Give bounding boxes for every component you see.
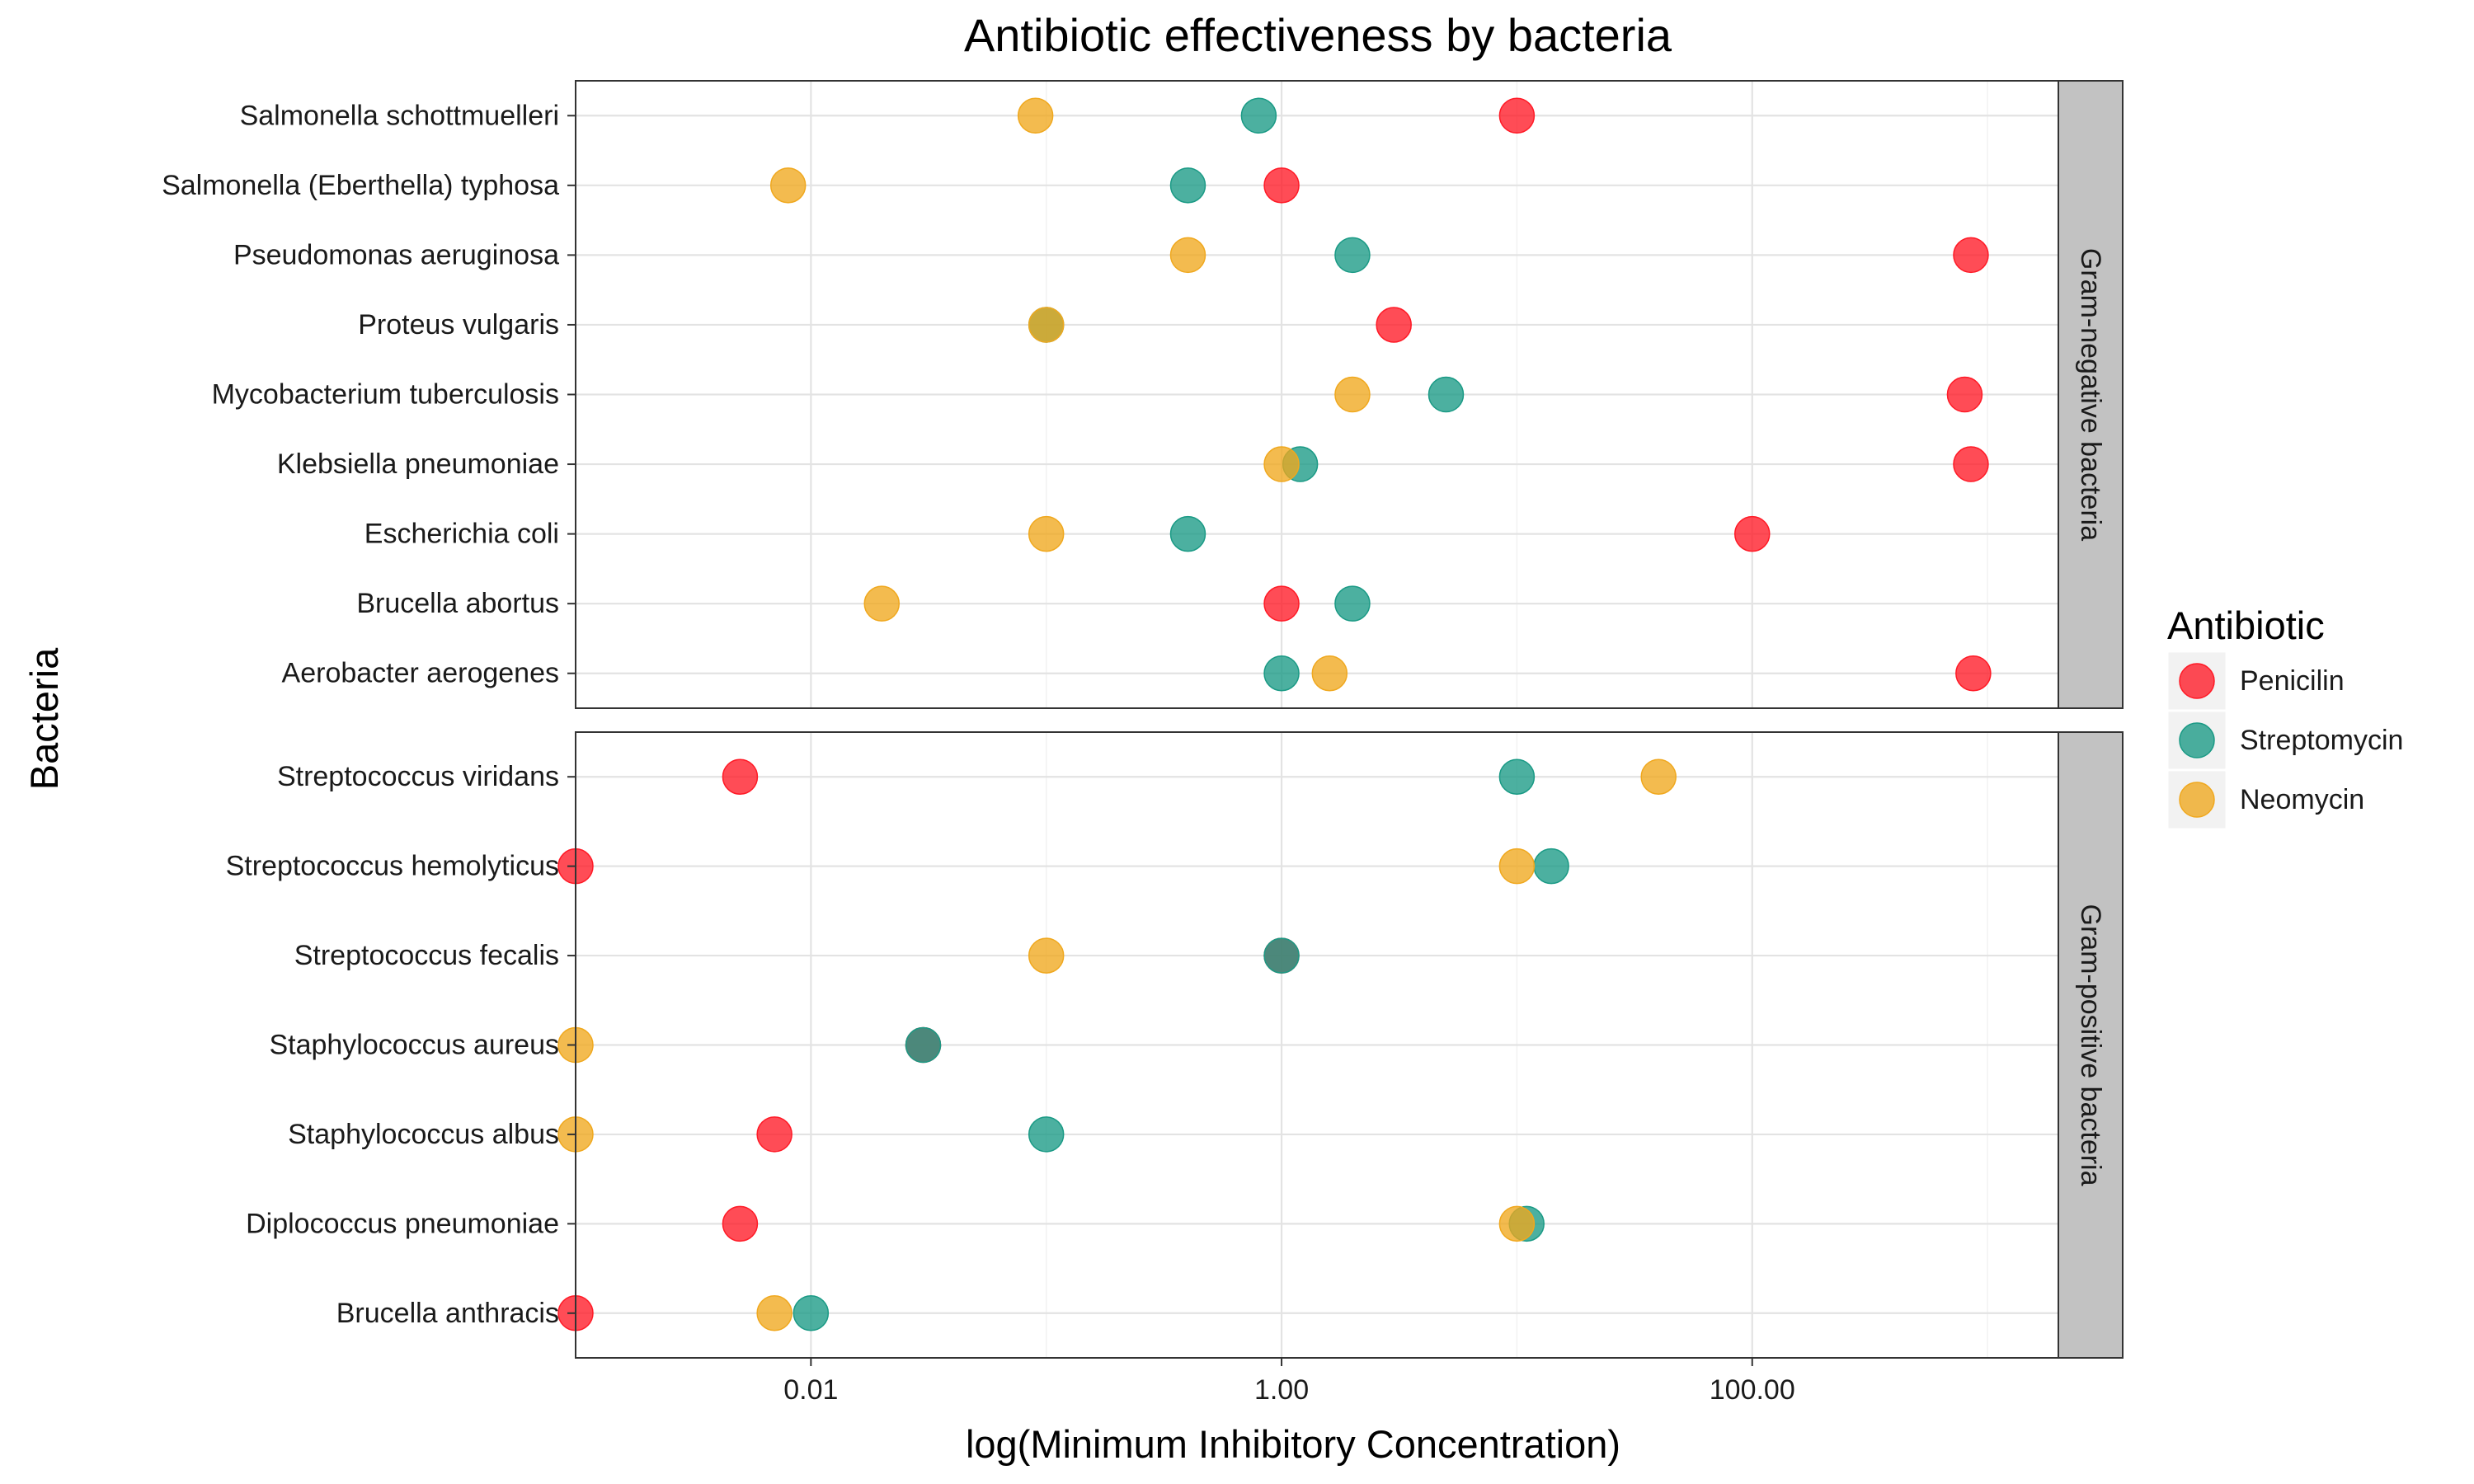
y-tick-label-klebsiella-pneumoniae: Klebsiella pneumoniae (277, 448, 559, 480)
x-axis: 0.01 1.00 100.00 (783, 1358, 1795, 1406)
y-tick-label-aerobacter-aerogenes: Aerobacter aerogenes (282, 658, 559, 689)
y-tick-label-streptococcus-viridans: Streptococcus viridans (277, 761, 559, 792)
point-mycobacterium-tuberculosis-penicilin (1946, 376, 1983, 413)
facet-panel-gram-negative-bacteria: Salmonella schottmuelleri Salmonella (Ebe… (162, 80, 2124, 709)
point-salmonella-schottmuelleri-streptomycin (1240, 97, 1277, 134)
point-aerobacter-aerogenes-streptomycin (1263, 655, 1300, 692)
point-proteus-vulgaris-penicilin (1376, 307, 1412, 343)
point-klebsiella-pneumoniae-penicilin (1953, 446, 1989, 482)
point-klebsiella-pneumoniae-neomycin (1263, 446, 1300, 482)
x-axis-label: log(Minimum Inhibitory Concentration) (966, 1422, 1620, 1466)
point-salmonella-schottmuelleri-penicilin (1498, 97, 1536, 134)
y-tick-label-staphylococcus-aureus: Staphylococcus aureus (269, 1030, 559, 1061)
point-streptococcus-hemolyticus-neomycin (1498, 848, 1536, 885)
facet-strip-label: Gram-negative bacteria (2075, 248, 2106, 541)
point-pseudomonas-aeruginosa-penicilin (1953, 237, 1989, 274)
point-salmonella-schottmuelleri-neomycin (1017, 97, 1054, 134)
legend-swatch-streptomycin (2179, 722, 2215, 758)
point-salmonella-eberthella-typhosa-streptomycin (1169, 167, 1206, 204)
point-pseudomonas-aeruginosa-streptomycin (1334, 237, 1371, 274)
facet-panel-gram-positive-bacteria: Streptococcus viridans Streptococcus hemo… (226, 731, 2124, 1359)
legend-item-neomycin: Neomycin (2166, 768, 2364, 831)
point-staphylococcus-albus-penicilin (756, 1116, 793, 1153)
point-brucella-anthracis-neomycin (756, 1295, 793, 1331)
point-brucella-anthracis-streptomycin (793, 1295, 830, 1331)
legend-label-streptomycin: Streptomycin (2240, 725, 2403, 756)
point-salmonella-eberthella-typhosa-neomycin (769, 167, 807, 204)
point-aerobacter-aerogenes-neomycin (1311, 655, 1348, 692)
point-diplococcus-pneumoniae-neomycin (1498, 1205, 1536, 1242)
chart-title: Antibiotic effectiveness by bacteria (964, 9, 1672, 61)
y-axis-label: Bacteria (22, 647, 66, 790)
point-escherichia-coli-streptomycin (1169, 515, 1206, 552)
legend-swatch-penicilin (2179, 663, 2215, 699)
y-tick-label-brucella-anthracis: Brucella anthracis (336, 1298, 559, 1329)
legend-label-neomycin: Neomycin (2240, 784, 2364, 815)
y-tick-label-mycobacterium-tuberculosis: Mycobacterium tuberculosis (212, 379, 559, 411)
y-tick-label-brucella-abortus: Brucella abortus (356, 588, 559, 619)
point-mycobacterium-tuberculosis-streptomycin (1427, 376, 1465, 413)
point-diplococcus-pneumoniae-penicilin (722, 1205, 759, 1242)
point-mycobacterium-tuberculosis-neomycin (1334, 376, 1371, 413)
point-escherichia-coli-neomycin (1028, 515, 1065, 552)
facet-strip (2058, 80, 2124, 709)
y-tick-label-streptococcus-fecalis: Streptococcus fecalis (294, 940, 559, 971)
y-tick-label-staphylococcus-albus: Staphylococcus albus (288, 1119, 559, 1150)
point-streptococcus-hemolyticus-streptomycin (1533, 848, 1569, 885)
point-salmonella-eberthella-typhosa-penicilin (1263, 167, 1300, 204)
legend: Antibiotic Penicilin Streptomycin Neomycin (2166, 603, 2403, 831)
legend-item-penicilin: Penicilin (2166, 650, 2345, 712)
point-brucella-abortus-penicilin (1263, 585, 1300, 622)
y-tick-label-streptococcus-hemolyticus: Streptococcus hemolyticus (226, 851, 559, 882)
y-tick-label-salmonella-eberthella-typhosa: Salmonella (Eberthella) typhosa (162, 170, 559, 201)
point-streptococcus-fecalis-streptomycin (1263, 937, 1300, 974)
x-tick-label-100-00: 100.00 (1710, 1374, 1795, 1406)
point-proteus-vulgaris-neomycin (1028, 307, 1065, 343)
point-escherichia-coli-penicilin (1734, 515, 1771, 552)
point-streptococcus-viridans-neomycin (1640, 758, 1677, 795)
point-staphylococcus-aureus-streptomycin (905, 1026, 942, 1064)
facet-strip (2058, 731, 2124, 1359)
point-aerobacter-aerogenes-penicilin (1955, 655, 1992, 692)
point-brucella-abortus-streptomycin (1334, 585, 1371, 622)
x-tick-label-1-00: 1.00 (1254, 1374, 1309, 1406)
point-brucella-abortus-neomycin (863, 585, 900, 622)
y-tick-label-salmonella-schottmuelleri: Salmonella schottmuelleri (240, 100, 559, 131)
y-tick-label-pseudomonas-aeruginosa: Pseudomonas aeruginosa (233, 239, 559, 270)
legend-swatch-neomycin (2179, 782, 2215, 818)
legend-title: Antibiotic (2167, 603, 2325, 647)
panels: Salmonella schottmuelleri Salmonella (Ebe… (162, 80, 2124, 1359)
point-staphylococcus-albus-streptomycin (1028, 1116, 1065, 1153)
legend-item-streptomycin: Streptomycin (2166, 709, 2403, 772)
point-streptococcus-fecalis-neomycin (1028, 937, 1065, 974)
facet-strip-label: Gram-positive bacteria (2075, 904, 2106, 1186)
point-streptococcus-viridans-streptomycin (1498, 758, 1536, 795)
y-tick-label-proteus-vulgaris: Proteus vulgaris (358, 309, 559, 340)
y-tick-label-escherichia-coli: Escherichia coli (365, 519, 559, 550)
point-pseudomonas-aeruginosa-neomycin (1169, 237, 1206, 274)
legend-label-penicilin: Penicilin (2240, 665, 2345, 697)
point-streptococcus-viridans-penicilin (722, 758, 759, 795)
x-tick-label-0-01: 0.01 (783, 1374, 838, 1406)
y-tick-label-diplococcus-pneumoniae: Diplococcus pneumoniae (246, 1208, 559, 1239)
